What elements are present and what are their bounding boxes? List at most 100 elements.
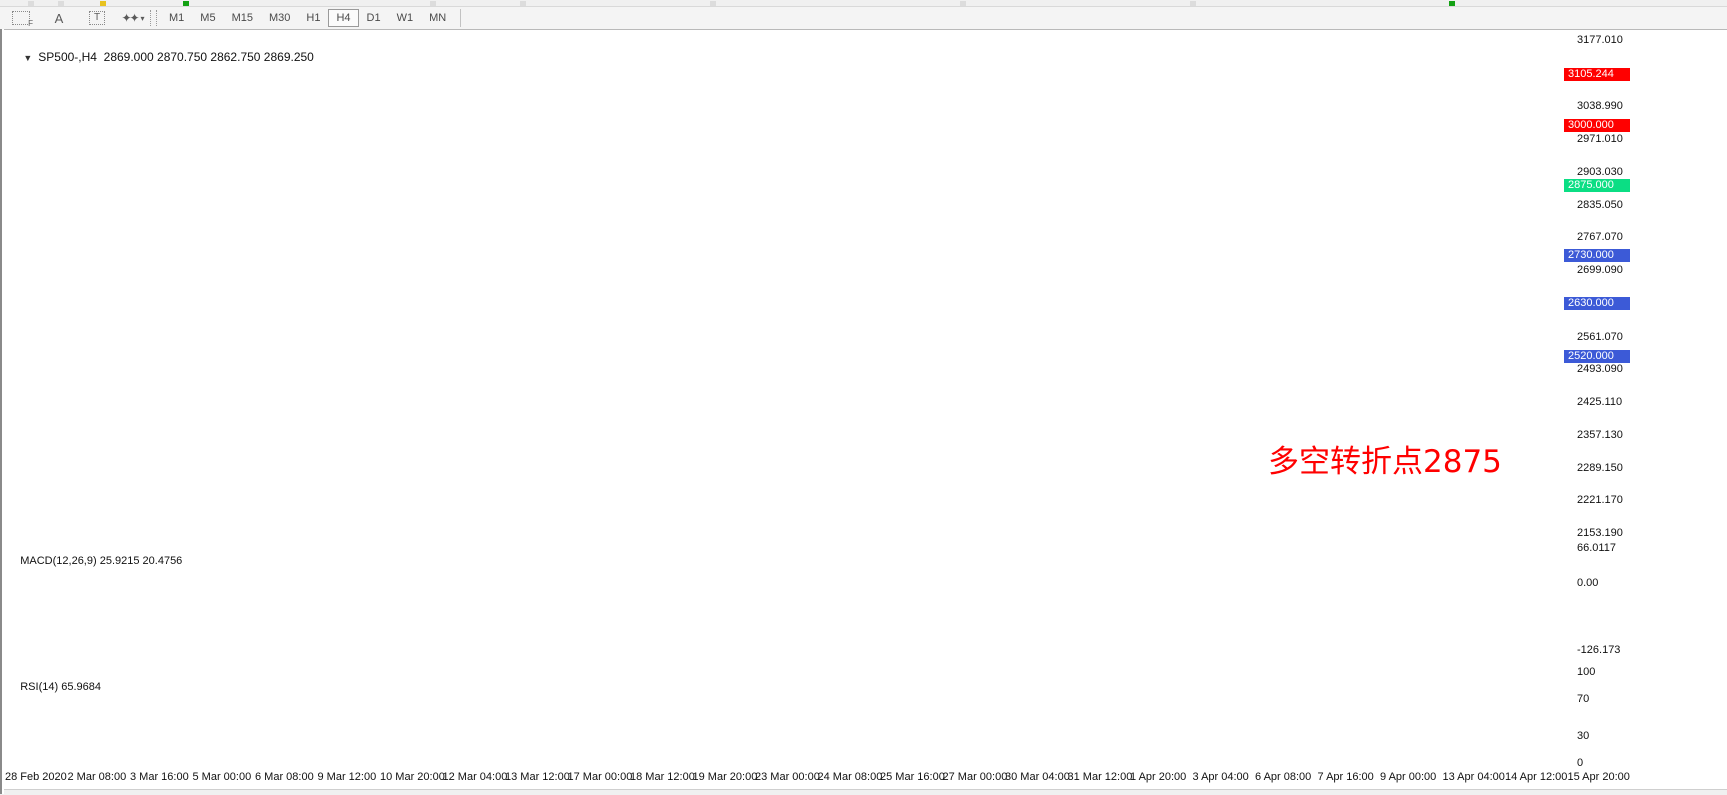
price-tick-label: 2767.070 — [1577, 231, 1623, 244]
macd-axis-label: 0.00 — [1577, 577, 1599, 589]
text-tool-button[interactable]: T — [84, 8, 110, 28]
timeframe-button-M5[interactable]: M5 — [200, 12, 216, 24]
draw-grid-icon: F — [12, 11, 33, 28]
draw-grid-tool-button[interactable]: F — [8, 8, 34, 28]
time-axis-label: 12 Mar 04:00 — [442, 771, 508, 783]
price-tick-label: 2699.090 — [1577, 264, 1623, 277]
label-tool-button[interactable]: A — [46, 8, 72, 28]
toolbar-row-partial — [0, 0, 1727, 7]
macd-label: MACD(12,26,9) 25.9215 20.4756 — [8, 543, 182, 579]
price-tick-label: 2425.110 — [1577, 396, 1623, 409]
toolbar-stub-icon — [58, 1, 64, 6]
price-tick-label: 2835.050 — [1577, 198, 1623, 211]
timeframe-button-M15[interactable]: M15 — [231, 12, 253, 24]
time-axis-label: 18 Mar 12:00 — [630, 771, 695, 783]
arrows-dropdown-caret-icon: ▾ — [140, 13, 145, 23]
time-axis-label: 1 Apr 20:00 — [1130, 771, 1187, 783]
time-axis-label: 7 Apr 16:00 — [1317, 771, 1374, 783]
bottom-strip — [0, 789, 1727, 795]
price-line-badge: 2520.000 — [1564, 349, 1630, 363]
price-tick-label: 3177.010 — [1577, 34, 1623, 46]
arrows-tool-icon: ✦✦ — [121, 11, 139, 25]
time-axis-label: 15 Apr 20:00 — [1567, 771, 1630, 783]
time-axis-label: 14 Apr 12:00 — [1505, 771, 1568, 783]
chart-window — [0, 29, 1727, 794]
arrows-tool-button[interactable]: ✦✦ ▾ — [120, 8, 146, 28]
price-tick-label: 2903.030 — [1577, 165, 1623, 178]
price-line-badge: 2875.000 — [1564, 178, 1630, 192]
time-axis-label: 2 Mar 08:00 — [67, 771, 127, 783]
time-axis-label: 6 Apr 08:00 — [1255, 771, 1312, 783]
rsi-name: RSI(14) — [20, 681, 59, 693]
price-tick-label: 2221.170 — [1577, 494, 1623, 507]
text-tool-icon: T — [89, 11, 105, 25]
timeframe-button-W1[interactable]: W1 — [396, 12, 414, 24]
price-tick-label: 3038.990 — [1577, 100, 1623, 113]
rsi-axis-label: 100 — [1577, 666, 1596, 678]
rsi-axis-label: 30 — [1577, 729, 1590, 742]
timeframe-button-M1[interactable]: M1 — [169, 12, 185, 24]
price-tick-label: 2561.070 — [1577, 330, 1623, 343]
toolbar-stub-green-icon — [1449, 1, 1455, 6]
chart-title: ▼ SP500-,H4 2869.000 2870.750 2862.750 28… — [10, 36, 314, 78]
macd-axis-label: -126.173 — [1577, 643, 1621, 656]
macd-axis-label: 66.0117 — [1577, 541, 1616, 554]
macd-name: MACD(12,26,9) — [20, 555, 97, 567]
price-line-badge: 2730.000 — [1564, 248, 1630, 262]
toolbar-stub-icon — [1190, 1, 1196, 6]
time-axis-label: 6 Mar 08:00 — [255, 771, 314, 783]
price-tick-label: 2289.150 — [1577, 461, 1623, 474]
time-axis-label: 13 Mar 12:00 — [505, 771, 570, 783]
rsi-value: 65.9684 — [61, 681, 101, 693]
time-axis-label: 25 Mar 16:00 — [880, 771, 945, 783]
time-axis-label: 19 Mar 20:00 — [692, 771, 758, 783]
price-tick-label: 2493.090 — [1577, 363, 1623, 376]
time-axis-label: 17 Mar 00:00 — [567, 771, 633, 783]
time-axis-label: 9 Mar 12:00 — [317, 771, 377, 783]
macd-values: 25.9215 20.4756 — [99, 555, 183, 567]
toolbar-separator — [460, 9, 462, 27]
timeframe-button-H1[interactable]: H1 — [306, 12, 321, 24]
panel-splitter-macd[interactable] — [0, 532, 1727, 536]
panel-splitter-rsi[interactable] — [0, 661, 1727, 664]
time-axis-label: 13 Apr 04:00 — [1442, 771, 1505, 783]
time-axis-label: 5 Mar 00:00 — [192, 771, 252, 783]
ohlc-readout: 2869.000 2870.750 2862.750 2869.250 — [103, 50, 314, 64]
timeframe-group: M1 M5 M15 M30 H1 H4 D1 W1 MN — [161, 9, 454, 27]
symbol-name: SP500-,H4 — [38, 50, 97, 64]
time-axis-label: 10 Mar 20:00 — [380, 771, 445, 783]
price-tick-label: 2357.130 — [1577, 428, 1623, 441]
toolbar-stub-icon — [430, 1, 436, 6]
symbol-dropdown-icon[interactable]: ▼ — [23, 53, 33, 63]
rsi-axis-label: 70 — [1577, 693, 1590, 706]
rsi-axis-label: 0 — [1577, 757, 1584, 769]
toolbar-stub-icon — [960, 1, 966, 6]
time-axis-label: 28 Feb 2020 — [5, 771, 67, 783]
toolbar-stub-icon — [520, 1, 526, 6]
price-tick-label: 2153.190 — [1577, 527, 1623, 539]
time-axis-label: 24 Mar 08:00 — [817, 771, 883, 783]
toolbar-stub-icon — [28, 1, 34, 6]
price-line-badge: 2630.000 — [1564, 296, 1630, 310]
timeframe-button-MN[interactable]: MN — [429, 12, 447, 24]
time-axis-label: 30 Mar 04:00 — [1005, 771, 1070, 783]
toolbar-stub-icon — [710, 1, 716, 6]
window-left-border — [0, 29, 4, 794]
time-axis-label: 9 Apr 00:00 — [1380, 771, 1437, 783]
timeframe-button-M30[interactable]: M30 — [268, 12, 291, 24]
rsi-label: RSI(14) 65.9684 — [8, 669, 101, 705]
label-a-icon: A — [54, 10, 64, 26]
price-line-badge: 3105.244 — [1564, 68, 1630, 82]
time-axis-label: 27 Mar 00:00 — [942, 771, 1008, 783]
time-axis-label: 31 Mar 12:00 — [1067, 771, 1133, 783]
time-axis-label: 3 Mar 16:00 — [130, 771, 189, 783]
chart-annotation-text[interactable]: 多空转折点2875 — [1268, 444, 1502, 480]
timeframe-button-D1[interactable]: D1 — [366, 12, 381, 24]
toolbar-stub-green-icon — [183, 1, 189, 6]
toolbar-separator — [150, 10, 157, 26]
price-tick-label: 2971.010 — [1577, 133, 1623, 146]
timeframe-button-H4[interactable]: H4 — [328, 9, 359, 27]
toolbar: F A T ✦✦ ▾ M1 M5 M15 M30 H1 H4 D1 W1 MN — [0, 7, 1727, 30]
time-axis-label: 3 Apr 04:00 — [1192, 771, 1249, 783]
